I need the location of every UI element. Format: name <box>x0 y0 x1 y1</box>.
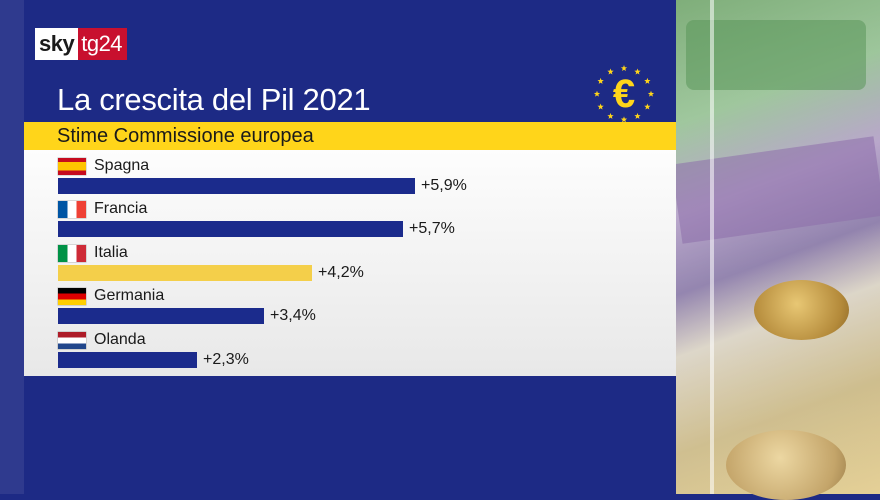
left-edge-strip <box>0 0 24 494</box>
skytg24-logo: sky tg24 <box>35 28 128 60</box>
logo-tg24-text: tg24 <box>78 28 128 60</box>
star-icon <box>647 90 655 97</box>
bar-category-label: Spagna <box>94 157 150 174</box>
star-icon <box>620 116 628 123</box>
star-icon <box>644 77 651 84</box>
italy-flag-icon <box>58 244 86 262</box>
germany-flag-icon <box>58 288 86 306</box>
subtitle-band <box>24 122 676 150</box>
bar-value-label: +5,9% <box>421 177 467 194</box>
bar <box>58 308 264 325</box>
bar-category-label: Olanda <box>94 330 146 348</box>
banknote-shape <box>686 20 866 90</box>
france-flag-icon <box>58 201 86 219</box>
chart-subtitle: Stime Commissione europea <box>57 125 314 147</box>
star-icon <box>597 103 604 110</box>
star-icon <box>607 112 614 119</box>
spain-flag-icon <box>58 158 86 175</box>
bar-category-label: Italia <box>94 243 128 261</box>
bar <box>58 264 312 281</box>
star-icon <box>607 68 614 75</box>
star-icon <box>593 90 601 97</box>
coin-shape <box>726 430 846 500</box>
bar <box>58 178 415 194</box>
star-icon <box>634 112 641 119</box>
bar-value-label: +4,2% <box>318 263 364 281</box>
bar-value-label: +3,4% <box>270 307 316 325</box>
svg-text:€: € <box>613 72 635 116</box>
netherlands-flag-icon <box>58 331 86 349</box>
chart-title: La crescita del Pil 2021 <box>57 82 371 117</box>
banknote-shape <box>671 136 880 244</box>
bar-value-label: +5,7% <box>409 220 455 238</box>
bar-category-label: Germania <box>94 287 165 305</box>
glass-reflection-stripe <box>710 0 714 494</box>
star-icon <box>620 65 628 72</box>
bar-value-label: +2,3% <box>203 350 249 368</box>
bar-category-label: Francia <box>94 200 148 218</box>
star-icon <box>644 103 651 110</box>
logo-sky-text: sky <box>35 28 79 60</box>
euro-stars-icon: € <box>593 65 655 123</box>
euro-banknotes-background <box>671 0 880 500</box>
star-icon <box>597 77 604 84</box>
bar <box>58 221 403 238</box>
coin-shape <box>754 280 849 340</box>
bar <box>58 351 197 368</box>
star-icon <box>634 68 641 75</box>
